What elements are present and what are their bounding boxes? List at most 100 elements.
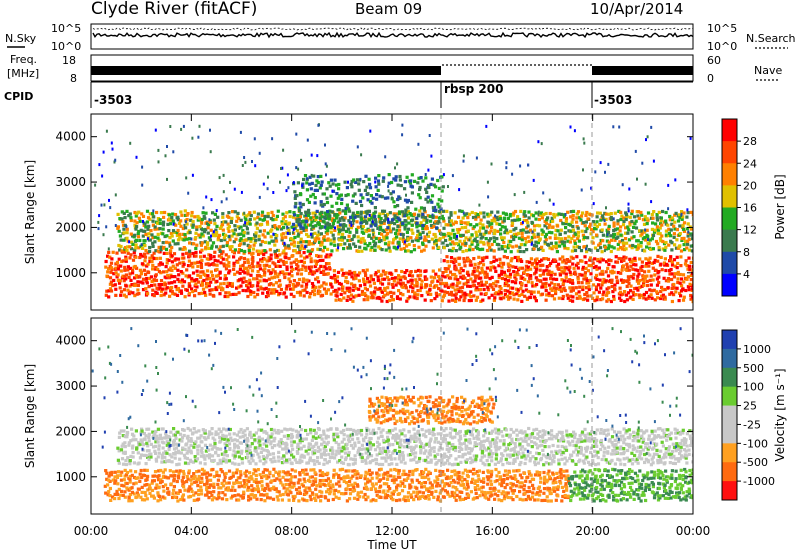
heatmap-cell (208, 238, 212, 242)
heatmap-cell (294, 201, 298, 206)
heatmap-cell (350, 271, 354, 275)
heatmap-cell (197, 469, 201, 473)
heatmap-cell (451, 298, 455, 302)
heatmap-cell (655, 213, 659, 217)
heatmap-cell (382, 221, 386, 225)
heatmap-cell (663, 295, 667, 299)
heatmap-cell (248, 244, 252, 248)
heatmap-cell (510, 489, 514, 493)
heatmap-cell (340, 216, 345, 220)
heatmap-cell (389, 468, 393, 472)
heatmap-cell (318, 482, 322, 486)
heatmap-cell (258, 267, 262, 271)
heatmap-cell (523, 190, 526, 194)
heatmap-cell (354, 213, 358, 218)
heatmap-cell (119, 264, 123, 268)
heatmap-cell (207, 236, 211, 240)
heatmap-cell (505, 473, 509, 477)
heatmap-cell (308, 251, 312, 255)
heatmap-cell (616, 271, 620, 275)
heatmap-cell (277, 272, 281, 276)
heatmap-cell (359, 210, 363, 214)
heatmap-cell (267, 258, 271, 263)
heatmap-cell (304, 228, 308, 232)
heatmap-cell (308, 488, 312, 492)
heatmap-cell (188, 252, 192, 256)
heatmap-cell (465, 479, 469, 484)
heatmap-cell (601, 293, 605, 297)
heatmap-cell (672, 224, 676, 228)
freq-bar-2 (592, 66, 693, 75)
heatmap-cell (424, 238, 428, 242)
heatmap-cell (419, 206, 424, 210)
heatmap-cell (382, 229, 387, 234)
heatmap-cell (377, 495, 381, 499)
heatmap-cell (619, 246, 623, 250)
heatmap-cell (281, 217, 285, 221)
heatmap-cell (605, 287, 609, 291)
heatmap-cell (463, 264, 467, 268)
heatmap-cell (141, 254, 145, 258)
heatmap-cell (576, 226, 580, 230)
heatmap-cell (387, 181, 391, 185)
heatmap-cell (137, 246, 141, 250)
heatmap-cell (571, 224, 575, 229)
heatmap-cell (148, 249, 152, 253)
heatmap-cell (394, 283, 398, 287)
heatmap-cell (482, 256, 487, 260)
heatmap-cell (461, 233, 465, 237)
heatmap-cell (434, 208, 438, 212)
heatmap-cell (178, 469, 182, 473)
heatmap-cell (143, 229, 147, 233)
heatmap-cell (451, 285, 455, 289)
heatmap-cell (356, 210, 360, 215)
heatmap-cell (293, 196, 297, 200)
heatmap-cell (489, 473, 494, 477)
heatmap-cell (474, 215, 478, 219)
heatmap-cell (180, 495, 185, 499)
heatmap-cell (484, 270, 488, 274)
heatmap-cell (302, 278, 306, 282)
heatmap-cell (464, 236, 468, 240)
heatmap-cell (237, 485, 241, 489)
heatmap-cell (248, 217, 252, 222)
heatmap-cell (548, 223, 552, 227)
heatmap-cell (205, 479, 209, 483)
heatmap-cell (568, 278, 572, 282)
heatmap-cell (278, 478, 282, 482)
heatmap-cell (646, 296, 650, 300)
heatmap-cell (641, 248, 645, 252)
heatmap-cell (370, 236, 374, 240)
heatmap-cell (423, 210, 427, 214)
heatmap-cell (493, 219, 497, 223)
heatmap-cell (428, 287, 432, 291)
heatmap-cell (194, 254, 198, 258)
heatmap-cell (689, 273, 693, 277)
heatmap-cell (195, 269, 199, 273)
heatmap-cell (514, 234, 518, 239)
heatmap-cell (595, 215, 599, 219)
heatmap-cell (588, 213, 593, 217)
heatmap-cell (493, 492, 497, 496)
heatmap-cell (560, 278, 564, 282)
heatmap-cell (674, 178, 677, 182)
heatmap-cell (666, 277, 670, 281)
heatmap-cell (466, 279, 470, 283)
heatmap-cell (627, 238, 632, 242)
heatmap-cell (650, 237, 654, 241)
heatmap-cell (683, 248, 687, 252)
heatmap-cell (343, 291, 347, 295)
heatmap-cell (363, 492, 367, 497)
heatmap-cell (163, 468, 167, 472)
heatmap-cell (217, 474, 221, 478)
heatmap-cell (434, 468, 438, 472)
heatmap-cell (563, 288, 567, 293)
heatmap-cell (629, 284, 633, 288)
heatmap-cell (346, 227, 350, 231)
heatmap-cell (556, 283, 561, 287)
heatmap-cell (287, 498, 291, 502)
heatmap-cell (360, 249, 364, 253)
heatmap-cell (243, 249, 247, 254)
heatmap-cell (507, 470, 511, 474)
heatmap-cell (434, 489, 438, 493)
